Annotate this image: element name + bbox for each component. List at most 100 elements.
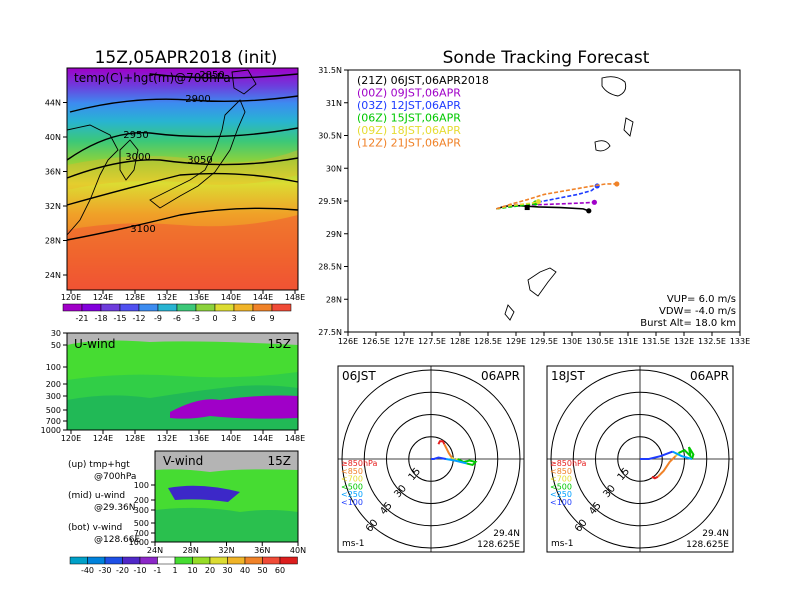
colorbar-swatch — [157, 556, 176, 565]
china-coast — [66, 124, 119, 236]
map-xtick-label: 140E — [221, 293, 241, 302]
v-ytick-label: 300 — [134, 506, 149, 515]
u-xtick-label: 120E — [61, 434, 81, 443]
track-ytick-label: 31N — [326, 99, 342, 108]
track-line — [496, 204, 590, 212]
track-line — [496, 185, 598, 210]
hodograph-trace — [443, 443, 453, 459]
track-ytick-label: 27.5N — [318, 328, 342, 337]
track-line — [496, 183, 617, 210]
track-xtick-label: 131.5E — [642, 337, 670, 346]
colorbar-tick-label: 9 — [269, 314, 274, 323]
map-ytick-label: 36N — [45, 168, 61, 177]
u-ytick-label: 200 — [46, 380, 61, 389]
warm-region — [67, 215, 298, 290]
u-wind-top-band — [67, 333, 298, 345]
map-xtick-label: 136E — [189, 293, 209, 302]
map-ytick-label: 44N — [45, 99, 61, 108]
contour-2900 — [69, 95, 299, 113]
track-ytick-label: 30N — [326, 164, 342, 173]
colorbar-tick-label: -21 — [75, 314, 88, 323]
map-xtick-label: 148E — [285, 293, 305, 302]
u-wind-jet-core — [170, 395, 298, 419]
pressure-legend-item: <250 — [341, 490, 363, 499]
colorbar-swatch — [279, 556, 298, 565]
contour-label: 2900 — [185, 94, 210, 105]
u-xtick-label: 140E — [221, 434, 241, 443]
v-xtick-label: 28N — [183, 546, 199, 555]
colorbar-tick-label: 60 — [275, 566, 285, 575]
u-ytick-label: 50 — [51, 341, 61, 350]
hodograph-time: 18JST — [551, 369, 585, 383]
u-xtick-label: 128E — [125, 434, 145, 443]
track-ytick-label: 28.5N — [318, 263, 342, 272]
track-ytick-label: 31.5N — [318, 66, 342, 75]
map-ytick-label: 24N — [45, 271, 61, 280]
hodograph-trace — [437, 440, 446, 445]
track-endpoint — [535, 199, 542, 205]
track-xtick-label: 131E — [618, 337, 638, 346]
colorbar-tick-label: -20 — [116, 566, 129, 575]
pressure-legend-item: <700 — [341, 475, 363, 484]
note-line: (bot) v-wind — [68, 523, 122, 533]
colorbar-swatch — [100, 303, 121, 312]
pressure-legend-item: <850 — [550, 467, 572, 476]
contour-3050 — [66, 172, 299, 206]
track-legend-item: (00Z) 09JST,06APR — [357, 87, 461, 100]
colorbar-swatch — [227, 556, 246, 565]
v-ytick-label: 1000 — [129, 538, 149, 547]
contour-3000 — [66, 157, 299, 179]
colorbar-swatch — [122, 556, 141, 565]
colorbar-tick-label: -30 — [98, 566, 111, 575]
pressure-legend-item: <250 — [550, 490, 572, 499]
track-ytick-label: 28N — [326, 295, 342, 304]
korea-coast — [119, 139, 139, 181]
hodograph-trace — [657, 455, 677, 478]
colorbar-tick-label: -1 — [154, 566, 162, 575]
pressure-legend-item: <100 — [550, 498, 572, 507]
map-panel-label: temp(C)+hgt(m)@700hPa — [74, 71, 231, 85]
pressure-legend-item: <500 — [341, 482, 363, 491]
u-xtick-label: 136E — [189, 434, 209, 443]
v-xtick-label: 24N — [147, 546, 163, 555]
contour-label: 3050 — [187, 155, 212, 166]
hodograph-trace — [445, 458, 467, 465]
colorbar-swatch — [233, 303, 254, 312]
hodograph-trace — [672, 450, 693, 460]
note-line: @29.36N — [94, 503, 136, 513]
u-ytick-label: 500 — [46, 406, 61, 415]
colorbar-swatch — [87, 556, 106, 565]
v-xtick-label: 32N — [218, 546, 234, 555]
contour-label: 2950 — [123, 130, 148, 141]
hodograph-date: 06APR — [481, 369, 520, 383]
v-wind-core — [168, 485, 240, 502]
temperature-map-panel: temp(C)+hgt(m)@700hPa 2850 2900 2950 3000 30… — [45, 67, 305, 302]
v-wind-low-band — [155, 507, 298, 542]
colorbar-tick-label: 1 — [172, 566, 177, 575]
map-xtick-label: 120E — [61, 293, 81, 302]
track-xtick-label: 128.5E — [474, 337, 502, 346]
hodograph-lat: 29.4N — [493, 529, 520, 539]
colorbar-swatch — [214, 303, 235, 312]
colorbar-swatch — [262, 556, 281, 565]
v-ytick-label: 100 — [134, 481, 149, 490]
track-legend-item: (06Z) 15JST,06APR — [357, 112, 461, 125]
colorbar-tick-label: 20 — [205, 566, 215, 575]
map-ytick-label: 32N — [45, 202, 61, 211]
track-legend-item: (09Z) 18JST,06APR — [357, 124, 461, 137]
map-xtick-label: 132E — [157, 293, 177, 302]
right-title: Sonde Tracking Forecast — [443, 48, 650, 68]
pressure-legend-item: <850 — [341, 467, 363, 476]
colorbar-swatch — [192, 556, 211, 565]
island-tanegashima — [623, 117, 634, 137]
u-wind-time: 15Z — [268, 337, 292, 351]
contour-label: 3100 — [130, 224, 155, 235]
hodograph-unit: ms-1 — [551, 539, 573, 549]
track-ytick-label: 29.5N — [318, 197, 342, 206]
track-ytick-label: 29N — [326, 230, 342, 239]
track-endpoint — [586, 208, 592, 214]
u-ytick-label: 1000 — [41, 426, 61, 435]
hodograph-lat: 29.4N — [702, 529, 729, 539]
